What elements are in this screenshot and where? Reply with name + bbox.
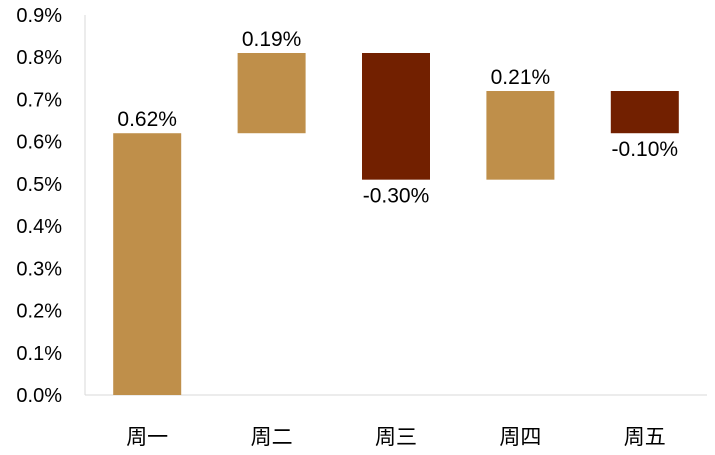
bar-increase — [237, 53, 306, 134]
bar-increase — [486, 91, 555, 180]
x-tick-label: 周一 — [126, 426, 168, 449]
bar-decrease — [610, 91, 679, 134]
x-tick-label: 周四 — [499, 426, 541, 449]
data-label: 0.19% — [242, 28, 302, 51]
data-label: 0.62% — [117, 108, 177, 131]
x-tick-label: 周五 — [624, 426, 666, 449]
data-label: -0.30% — [363, 185, 430, 208]
y-tick-label: 0.0% — [16, 385, 62, 407]
y-tick-label: 0.5% — [16, 174, 62, 196]
bar-decrease — [362, 53, 430, 180]
y-tick-label: 0.4% — [16, 216, 62, 238]
y-tick-label: 0.7% — [16, 89, 62, 111]
y-tick-label: 0.1% — [16, 343, 62, 365]
bar-increase — [113, 133, 182, 395]
x-tick-label: 周三 — [375, 426, 417, 449]
y-tick-label: 0.6% — [16, 132, 62, 154]
data-label: 0.21% — [491, 66, 551, 89]
y-tick-label: 0.9% — [16, 5, 62, 27]
y-tick-label: 0.8% — [16, 47, 62, 69]
x-tick-label: 周二 — [251, 426, 293, 449]
y-tick-label: 0.3% — [16, 258, 62, 280]
y-tick-label: 0.2% — [16, 301, 62, 323]
data-label: -0.10% — [612, 138, 679, 161]
